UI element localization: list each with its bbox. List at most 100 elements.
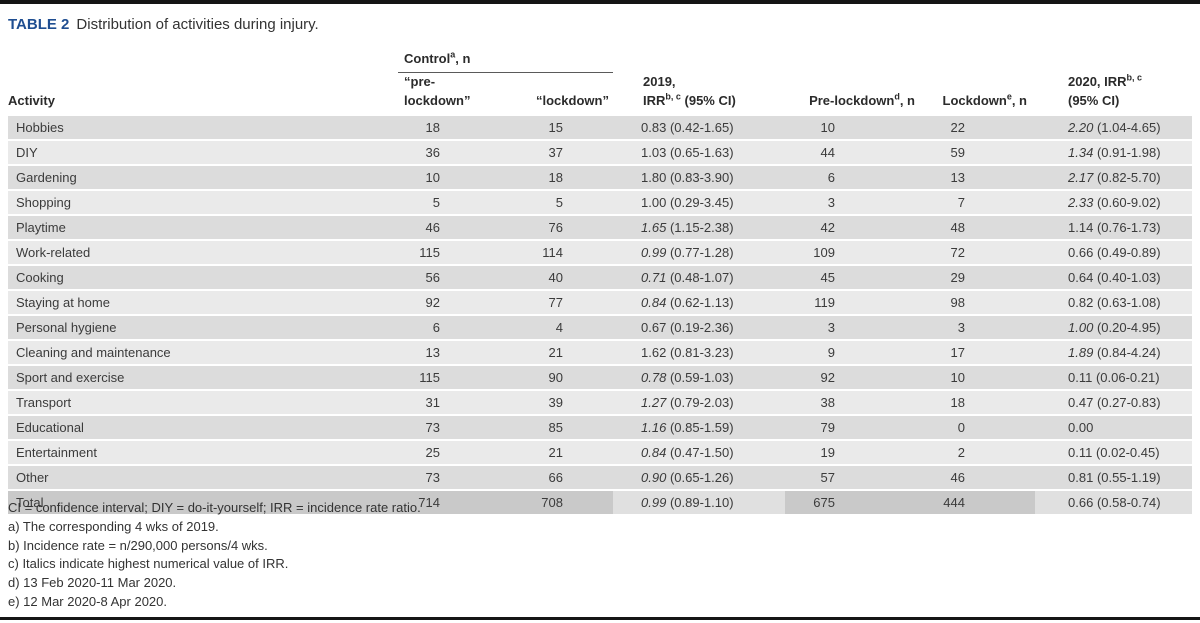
irr-value: 1.27 (641, 394, 667, 410)
irr-value: 1.00 (641, 194, 667, 210)
irr-2019-cell: 1.03 (0.65-1.63) (613, 139, 785, 166)
confidence-interval: (0.49-0.89) (1096, 244, 1161, 260)
irr-2020-cell: 0.81 (0.55-1.19) (1035, 464, 1192, 491)
column-header-control-lockdown: “lockdown” (536, 92, 609, 108)
irr-2019-cell: 0.84 (0.47-1.50) (613, 439, 785, 466)
control-lockdown-cell: 39 (498, 389, 613, 416)
lockdown-2020-cell: 7 (925, 189, 1035, 216)
irr-2019-cell: 0.84 (0.62-1.13) (613, 289, 785, 316)
irr-value: 2.33 (1068, 194, 1094, 210)
irr-value: 0.67 (641, 319, 667, 335)
total-row: Total 714 708 0.99 (0.89-1.10) 675 444 0.66 (0… (8, 489, 1192, 516)
confidence-interval: (0.48-1.07) (669, 269, 734, 285)
control-pre-lockdown-cell: 36 (398, 139, 498, 166)
pre-lockdown-2020-cell: 6 (785, 164, 925, 191)
irr-value: 0.66 (1068, 494, 1094, 510)
irr-2020-cell: 1.00 (0.20-4.95) (1035, 314, 1192, 341)
confidence-interval: (0.91-1.98) (1096, 144, 1161, 160)
table-row: DIY 36 37 1.03 (0.65-1.63) 44 59 1.34 (0.91-1.… (8, 139, 1192, 166)
control-pre-lockdown-cell: 714 (398, 489, 498, 516)
irr-2020-cell: 1.89 (0.84-4.24) (1035, 339, 1192, 366)
column-header-irr-2019: 2019, IRRb, c (95% CI) (613, 50, 785, 116)
irr-2019-cell: 0.71 (0.48-1.07) (613, 264, 785, 291)
irr-value: 2.17 (1068, 169, 1094, 185)
footnote-marker-bc: b, c (1126, 72, 1143, 83)
confidence-interval: (0.77-1.28) (669, 244, 734, 260)
irr-2020-cell: 2.20 (1.04-4.65) (1035, 115, 1192, 141)
confidence-interval: (0.40-1.03) (1096, 269, 1161, 285)
top-rule (0, 0, 1200, 4)
confidence-interval: (0.58-0.74) (1096, 494, 1161, 510)
lockdown-2020-cell: 46 (925, 464, 1035, 491)
irr-value: 0.71 (641, 269, 667, 285)
confidence-interval: (0.29-3.45) (669, 194, 734, 210)
lockdown-2020-cell: 98 (925, 289, 1035, 316)
irr-2019-cell: 1.16 (0.85-1.59) (613, 414, 785, 441)
table-row: Cooking 56 40 0.71 (0.48-1.07) 45 29 0.64 (0.4… (8, 264, 1192, 291)
lockdown-2020-cell: 59 (925, 139, 1035, 166)
confidence-interval: (0.27-0.83) (1096, 394, 1161, 410)
control-pre-lockdown-cell: 56 (398, 264, 498, 291)
control-header-suffix: , n (455, 51, 471, 66)
footnote-e: e) 12 Mar 2020-8 Apr 2020. (8, 593, 167, 609)
irr-value: 1.65 (641, 219, 667, 235)
irr-value: 0.99 (641, 244, 667, 260)
irr-value: 1.34 (1068, 144, 1094, 160)
lockdown-2020-cell: 72 (925, 239, 1035, 266)
irr-2019-cell: 1.00 (0.29-3.45) (613, 189, 785, 216)
confidence-interval: (0.76-1.73) (1096, 219, 1161, 235)
pre-lockdown-2020-cell: 57 (785, 464, 925, 491)
control-lockdown-cell: 77 (498, 289, 613, 316)
confidence-interval: (0.60-9.02) (1096, 194, 1161, 210)
lockdown-2020-cell: 17 (925, 339, 1035, 366)
control-lockdown-cell: 21 (498, 439, 613, 466)
footnote-marker-bc: b, c (665, 91, 681, 102)
table-row: Other 73 66 0.90 (0.65-1.26) 57 46 0.81 (0.55-… (8, 464, 1192, 491)
irr-value: 0.99 (641, 494, 667, 510)
table-row: Shopping 5 5 1.00 (0.29-3.45) 3 7 2.33 (0.60-9… (8, 189, 1192, 216)
activity-cell: Cleaning and maintenance (8, 339, 398, 366)
pre-lockdown-2020-cell: 3 (785, 314, 925, 341)
confidence-interval: (0.89-1.10) (669, 494, 734, 510)
irr-2019-header-line2: IRRb, c (95% CI) (643, 91, 736, 108)
table-row: Playtime 46 76 1.65 (1.15-2.38) 42 48 1.14 (0.… (8, 214, 1192, 241)
activity-cell: Playtime (8, 214, 398, 241)
lockdown-2020-cell: 0 (925, 414, 1035, 441)
column-header-pre-lockdown-2020: Pre-lockdownd, n (809, 91, 915, 108)
confidence-interval: (0.65-1.26) (669, 469, 734, 485)
irr-value: 0.11 (1068, 444, 1093, 460)
activity-cell: Gardening (8, 164, 398, 191)
control-pre-lockdown-cell: 46 (398, 214, 498, 241)
confidence-interval: (0.85-1.59) (669, 419, 734, 435)
irr-value: 0.83 (641, 119, 667, 135)
table-row: Staying at home 92 77 0.84 (0.62-1.13) 119 98… (8, 289, 1192, 316)
confidence-interval: (0.20-4.95) (1096, 319, 1161, 335)
table-row: Transport 31 39 1.27 (0.79-2.03) 38 18 0.47 (0… (8, 389, 1192, 416)
confidence-interval: (0.82-5.70) (1096, 169, 1161, 185)
confidence-interval: (0.55-1.19) (1096, 469, 1161, 485)
confidence-interval: (0.06-0.21) (1095, 369, 1160, 385)
pre-lockdown-2020-cell: 9 (785, 339, 925, 366)
irr-2020-cell: 2.17 (0.82-5.70) (1035, 164, 1192, 191)
bottom-rule (0, 617, 1200, 620)
activity-cell: Cooking (8, 264, 398, 291)
pre-lockdown-2020-cell: 45 (785, 264, 925, 291)
table-row: Personal hygiene 6 4 0.67 (0.19-2.36) 3 3 1.00… (8, 314, 1192, 341)
control-pre-lockdown-cell: 73 (398, 464, 498, 491)
control-lockdown-cell: 85 (498, 414, 613, 441)
irr-2019-cell: 1.80 (0.83-3.90) (613, 164, 785, 191)
confidence-interval: (0.42-1.65) (669, 119, 734, 135)
irr-2020-cell: 2.33 (0.60-9.02) (1035, 189, 1192, 216)
irr-2020-cell: 1.34 (0.91-1.98) (1035, 139, 1192, 166)
footnotes-block: CI = confidence interval; DIY = do-it-yo… (8, 499, 421, 612)
table-row: Entertainment 25 21 0.84 (0.47-1.50) 19 2 0.11… (8, 439, 1192, 466)
irr-2020-cell: 0.66 (0.49-0.89) (1035, 239, 1192, 266)
irr-value: 0.66 (1068, 244, 1094, 260)
control-header-text: Control (404, 51, 451, 66)
pre-lockdown-2020-cell: 38 (785, 389, 925, 416)
table-header: Activity Controla, n 2019, IRRb, c (95% … (8, 50, 1192, 116)
pre-lockdown-2020-cell: 119 (785, 289, 925, 316)
control-lockdown-cell: 5 (498, 189, 613, 216)
table-body: Hobbies 18 15 0.83 (0.42-1.65) 10 22 2.20 (1.0… (8, 115, 1192, 516)
